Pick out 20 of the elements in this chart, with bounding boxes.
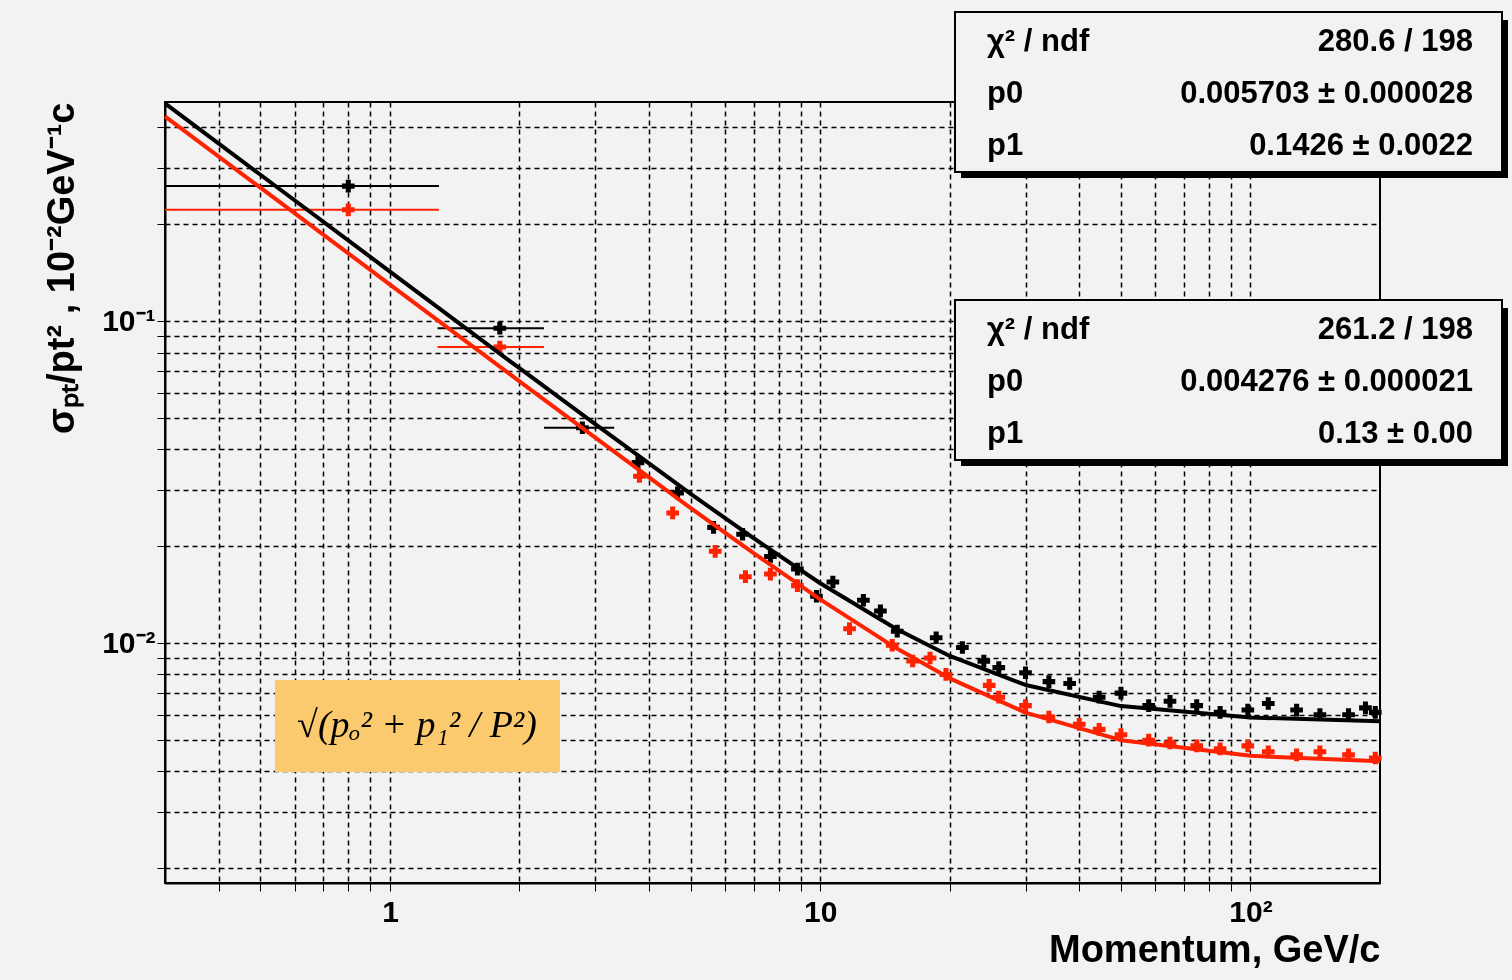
x-axis-title: Momentum, GeV/c [1049, 927, 1381, 970]
annotation: p1 [987, 415, 1024, 450]
y-tick-label: 10⁻¹ [102, 303, 156, 337]
annotation: 0.005703 ± 0.000028 [1180, 75, 1473, 110]
annotation: 261.2 / 198 [1317, 311, 1473, 346]
x-tick-label: 1 [382, 894, 399, 928]
text: χ² / ndf [987, 23, 1090, 58]
annotation: p0 [987, 75, 1024, 110]
annotation: p1 [987, 127, 1024, 162]
x-tick-label: 10 [804, 894, 838, 928]
annotation: 0.004276 ± 0.000021 [1180, 363, 1473, 398]
x-tick-label: 10² [1229, 894, 1273, 928]
annotation: 0.1426 ± 0.0022 [1249, 127, 1473, 162]
annotation: 0.13 ± 0.00 [1318, 415, 1473, 450]
annotation: p0 [987, 363, 1024, 398]
y-tick-label: 10⁻² [102, 625, 156, 659]
annotation: χ² / ndf [987, 311, 1090, 346]
text: 280.6 / 198 [1317, 23, 1473, 58]
y-axis-title: σₚₜ/pt² , 10⁻²GeV⁻¹c [40, 102, 85, 434]
annotation: √(pₒ² + p₁² / P²) [297, 703, 537, 746]
